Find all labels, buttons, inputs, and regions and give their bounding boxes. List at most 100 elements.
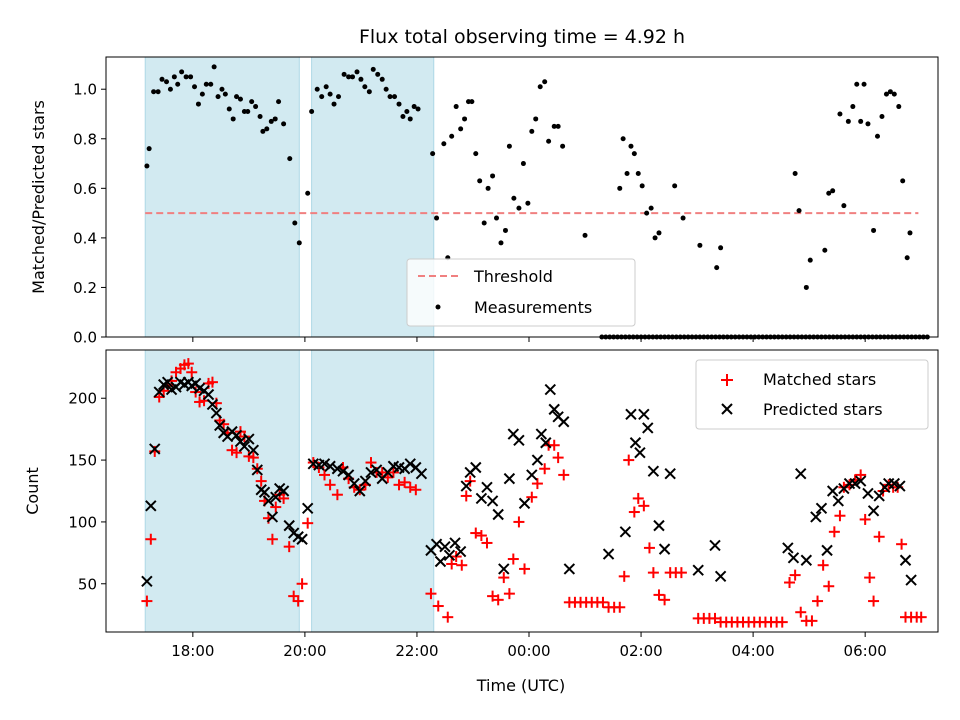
predicted-star-point [202,388,215,401]
predicted-star-point [370,464,383,476]
measurement-point [672,183,678,189]
measurement-point [458,126,464,132]
measurement-point [219,86,225,92]
measurement-point [366,89,372,95]
matched-star-point [470,527,482,539]
predicted-star-point [544,383,557,396]
measurement-point [208,81,214,87]
measurement-point [400,113,406,119]
measurement-point [871,227,877,233]
measurement-point [341,71,347,77]
measurement-point [281,121,287,127]
predicted-star-point [283,519,295,532]
matched-star-point [331,489,343,501]
measurement-point [453,104,459,110]
matched-star-point [292,595,304,607]
measurement-point [891,91,897,97]
measurement-point [253,104,259,110]
measurement-point [506,143,512,149]
measurement-point [850,104,856,110]
matched-star-point [675,567,687,579]
measurement-point [314,86,320,92]
matched-star-point [186,366,198,378]
measurement-point [837,111,843,117]
top-y-tick-label: 0.4 [73,229,97,247]
predicted-star-point [629,437,642,449]
matched-star-point [442,611,454,623]
measurement-point [264,126,270,132]
measurement-point [434,215,440,221]
measurement-point [319,94,325,100]
top-y-ticks: 0.0 0.2 0.4 0.6 0.8 1.0 [73,81,106,347]
matched-star-point [519,563,531,575]
matched-star-point [393,479,405,491]
measurement-point [249,99,255,105]
measurement-point [879,113,885,119]
predicted-star-point [540,437,552,449]
matched-star-point [432,600,444,612]
measurement-point [887,89,893,95]
x-tick-label: 00:00 [507,642,550,660]
measurement-point [449,133,455,139]
bottom-y-ticks: 50 100 150 200 [68,390,106,593]
measurement-point [151,89,157,95]
matched-star-point [302,517,314,529]
measurement-point [830,188,836,194]
predicted-star-point [359,475,372,487]
matched-star-point [623,454,635,466]
predicted-star-point [481,481,493,493]
top-y-tick-label: 0.2 [73,279,97,297]
measurement-point [346,74,352,80]
bottom-shaded-region [311,349,435,633]
measurement-point [639,183,645,189]
measurement-point [230,116,236,122]
measurement-point [179,69,185,75]
predicted-star-point [449,537,461,549]
matched-star-point [864,572,876,584]
x-tick-label: 20:00 [283,642,326,660]
predicted-star-point [230,429,243,442]
predicted-star-point [238,440,251,453]
bottom-shaded-regions [144,349,435,633]
measurement-point [631,151,637,157]
measurement-point [387,94,393,100]
bottom-y-axis-title: Count [23,467,42,515]
bottom-y-tick-label: 50 [78,575,97,593]
measurement-point [542,79,548,85]
matched-star-point [481,537,493,549]
measurement-point [529,128,535,134]
bottom-y-tick-label: 150 [68,452,97,470]
legend-measurements-swatch [435,304,441,310]
predicted-star-point [404,458,416,470]
matched-star-point [492,594,504,606]
matched-star-point [539,463,551,475]
x-tick-label: 18:00 [171,642,214,660]
measurement-point [441,141,447,147]
matched-star-point [647,567,659,579]
measurement-point [628,143,634,149]
measurement-point [485,185,491,191]
measurement-point [469,99,475,105]
measurement-point [175,81,181,87]
measurement-point [490,173,496,179]
predicted-star-point [301,502,314,515]
measurement-point [305,190,311,196]
bottom-y-tick-label: 200 [68,390,97,408]
measurement-point [155,89,161,95]
matched-star-point [868,595,880,607]
bottom-plot-frame [105,349,939,633]
matched-star-point [475,530,487,542]
measurement-point [481,220,487,226]
predicted-star-point [518,497,531,510]
measurement-point [167,86,173,92]
legend-measurements-label: Measurements [474,298,592,317]
predicted-star-point [342,469,355,481]
measurement-point [404,109,410,115]
top-x-ticks [192,337,866,342]
chart-title: Flux total observing time = 4.92 h [359,26,685,48]
measurement-point [199,91,205,97]
predicted-star-point [296,533,308,545]
matched-star-point [270,501,282,513]
predicted-star-point [251,464,263,476]
